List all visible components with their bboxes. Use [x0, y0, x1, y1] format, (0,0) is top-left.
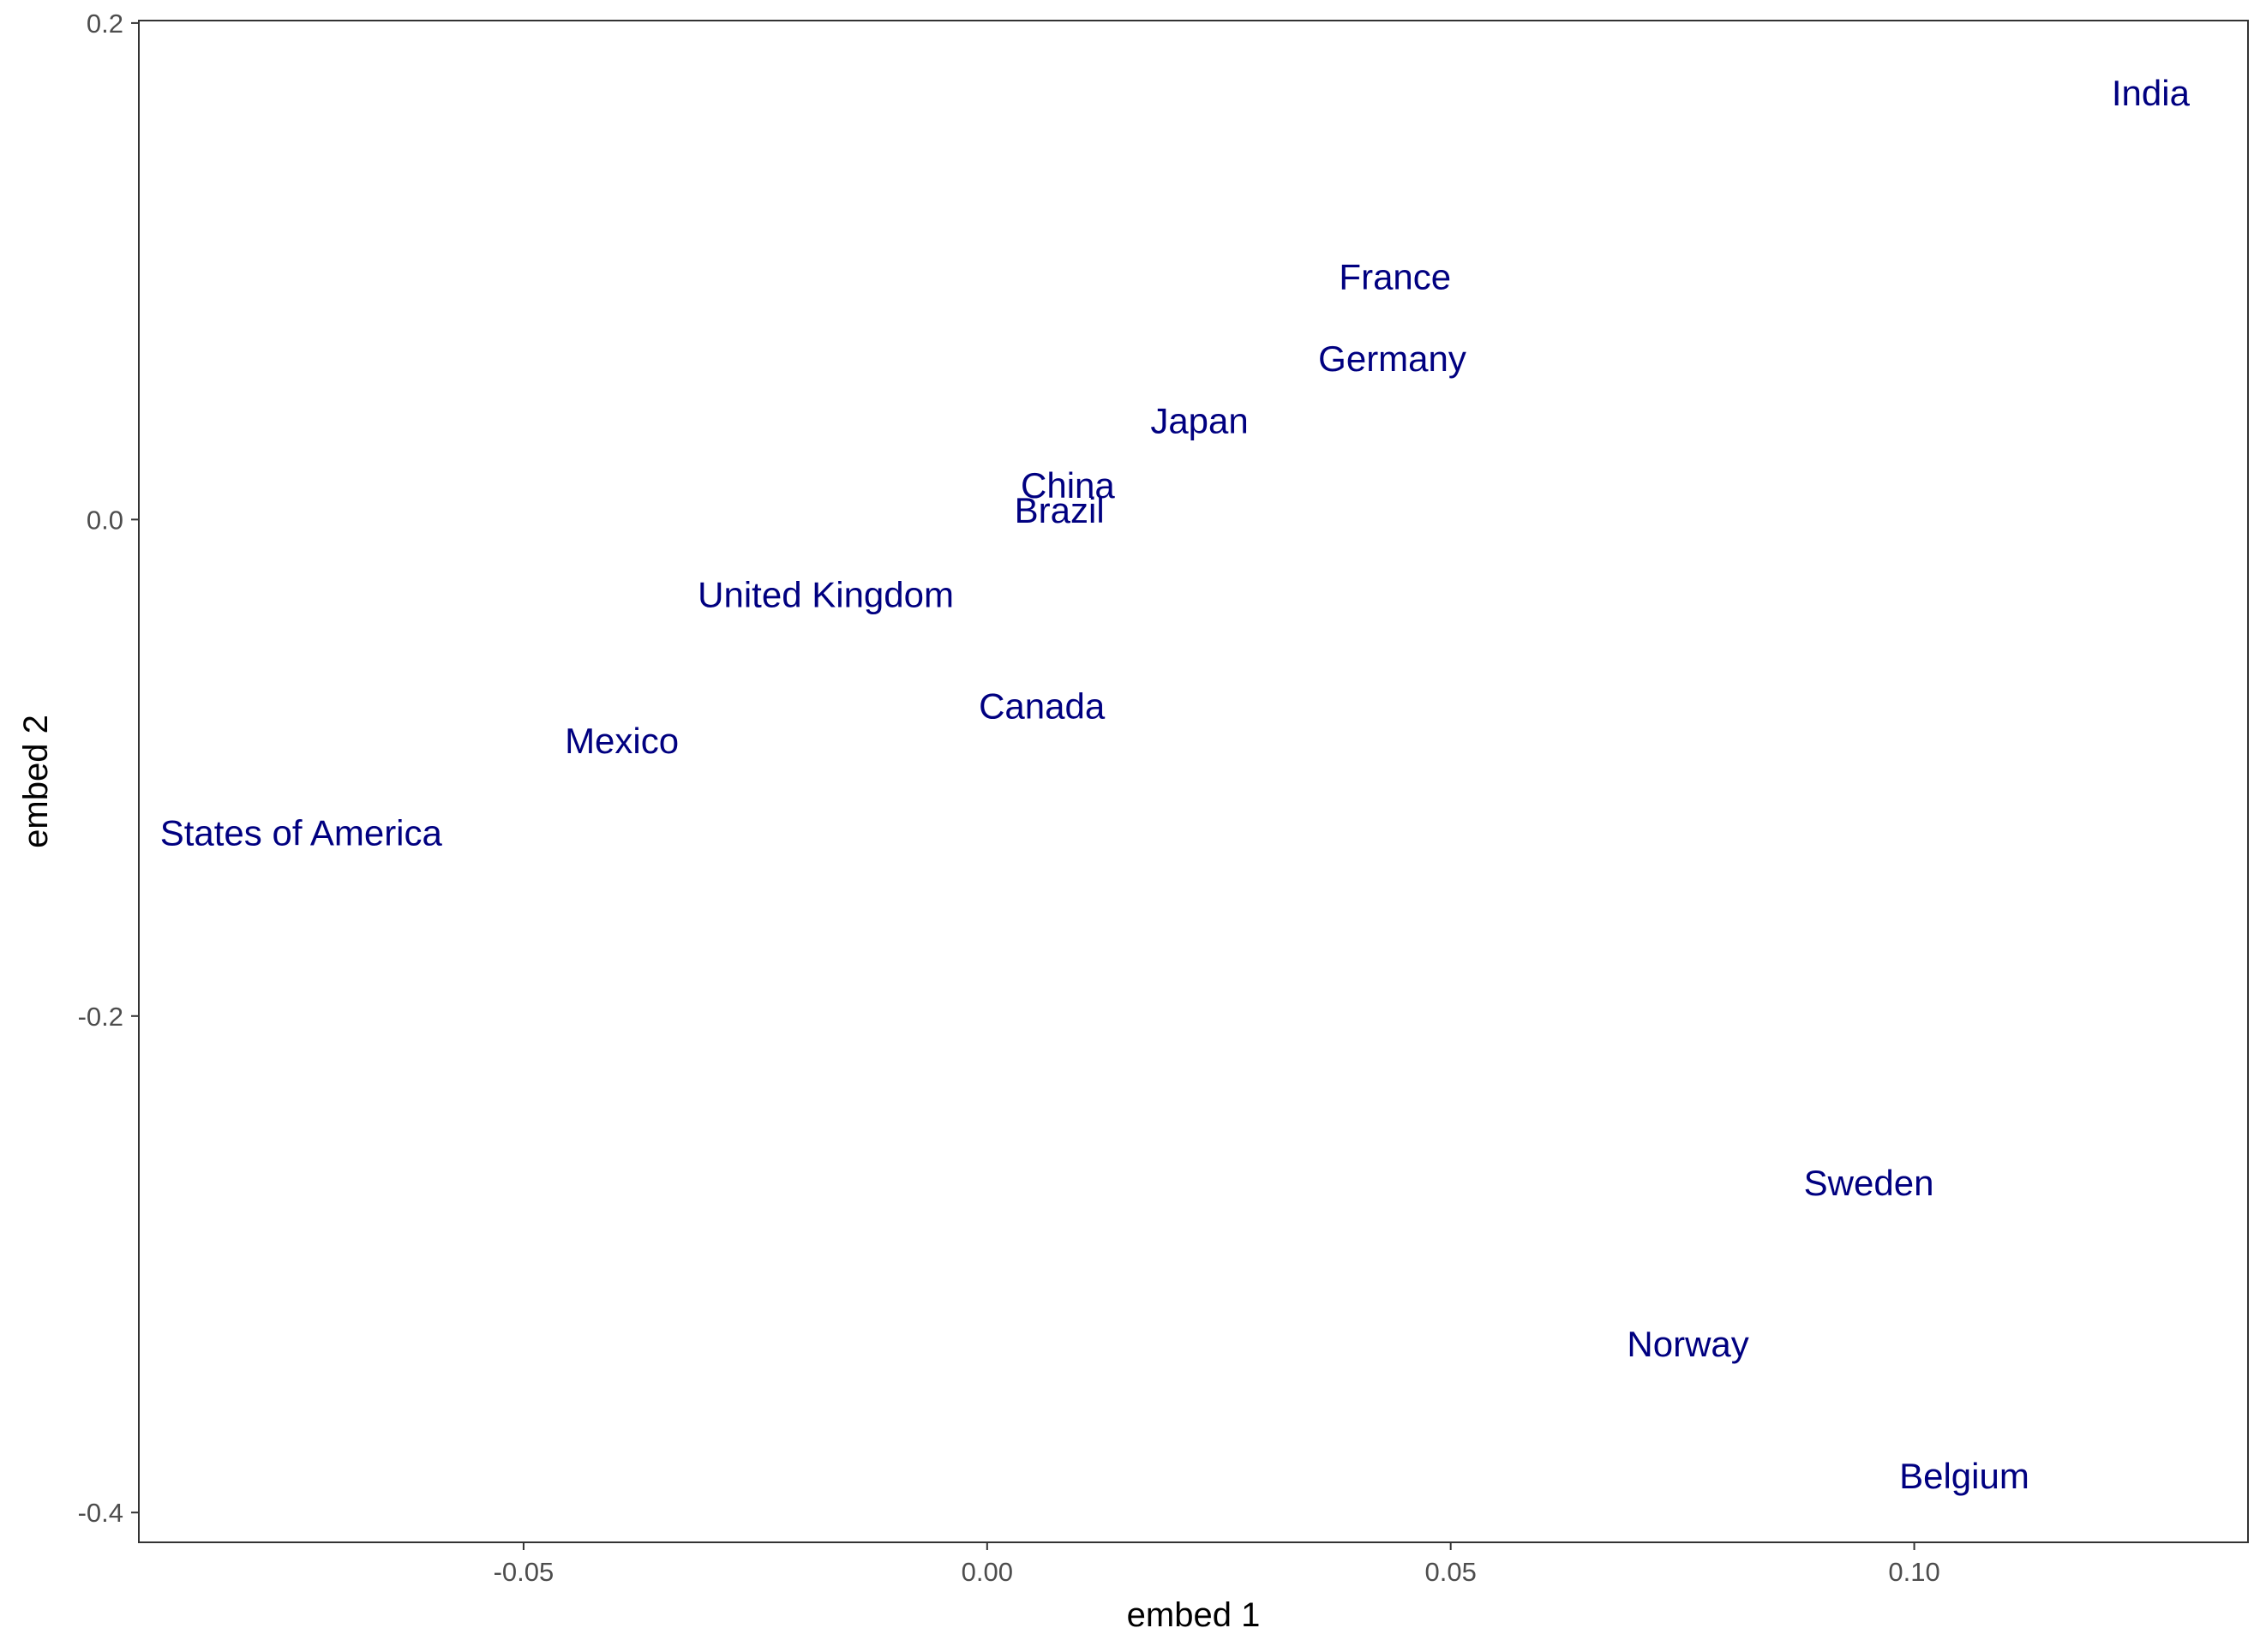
x-tick-label: 0.10 [1888, 1557, 1939, 1587]
point-label: France [1339, 256, 1451, 296]
point-label: Canada [979, 686, 1106, 727]
y-tick-label: 0.2 [87, 9, 123, 39]
y-tick-label: -0.2 [78, 1002, 123, 1032]
point-label: Germany [1318, 338, 1466, 379]
y-axis-title: embed 2 [17, 715, 55, 848]
plot-panel-border [138, 20, 2249, 1543]
point-label: Sweden [1804, 1163, 1934, 1203]
point-label: Brazil [1015, 490, 1105, 530]
x-tick-label: 0.05 [1425, 1557, 1477, 1587]
point-label: China [1021, 465, 1115, 506]
y-tick-label: -0.4 [78, 1498, 123, 1528]
point-label: States of America [160, 812, 443, 853]
point-label: Japan [1150, 400, 1248, 440]
point-label: United Kingdom [698, 574, 954, 614]
x-tick-label: 0.00 [962, 1557, 1013, 1587]
point-label: Belgium [1899, 1456, 2029, 1496]
point-label: India [2112, 73, 2191, 113]
y-tick-label: 0.0 [87, 505, 123, 535]
point-label: Mexico [565, 721, 679, 761]
point-label: Norway [1627, 1324, 1748, 1364]
y-axis-ticks: 0.2 0.0 -0.2 -0.4 [78, 9, 139, 1528]
x-axis-title: embed 1 [1127, 1596, 1261, 1634]
x-axis-ticks: -0.05 0.00 0.05 0.10 [494, 1542, 1940, 1587]
x-tick-label: -0.05 [494, 1557, 555, 1587]
